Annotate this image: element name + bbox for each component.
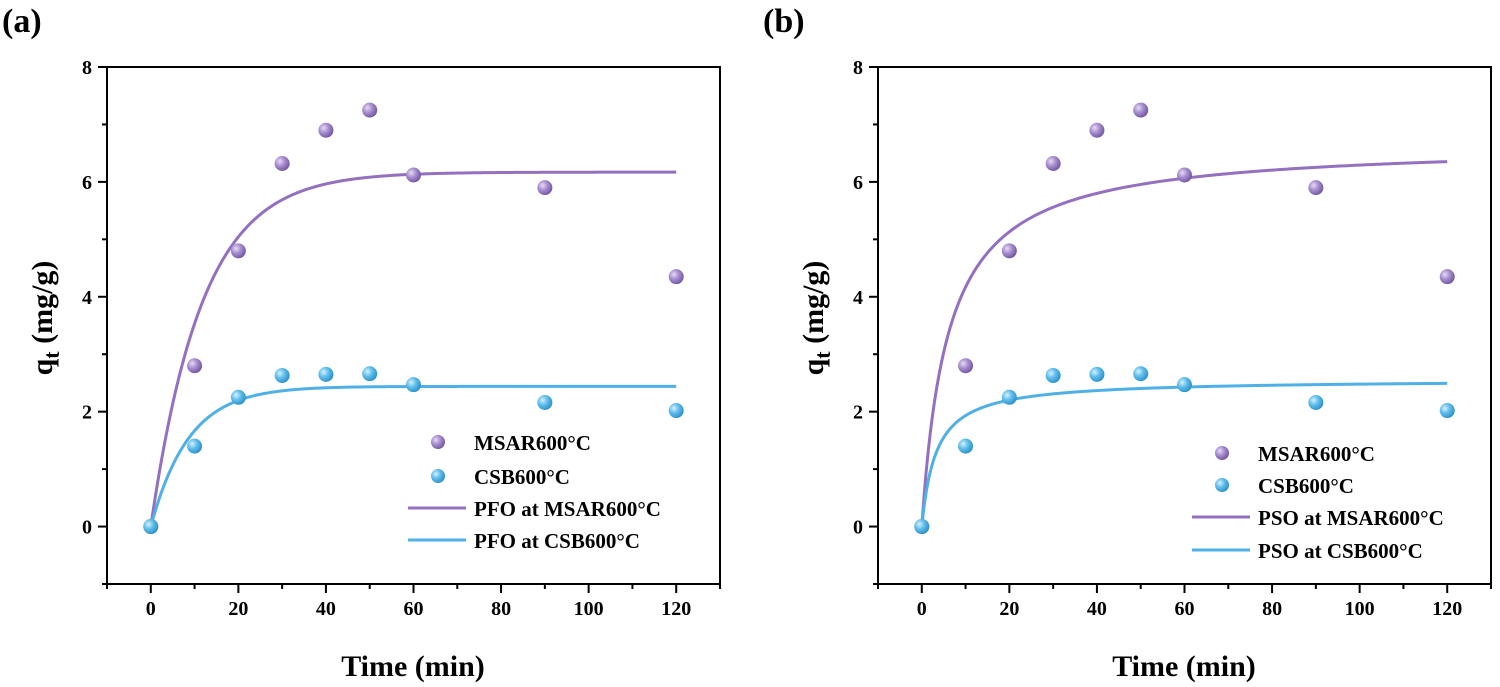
panel-b: (b) 0 20 40 60 80 100 120 0 2 4 6 8 MSAR600°C CSB6… <box>763 3 1492 683</box>
x-axis-title: Time (min) <box>1112 650 1256 683</box>
x-tick-label: 100 <box>574 598 604 620</box>
data-point <box>668 269 684 285</box>
data-point <box>1308 180 1324 196</box>
x-tick-label: 60 <box>1175 598 1195 620</box>
data-point <box>362 366 378 382</box>
legend-marker-csb <box>431 469 445 483</box>
data-point <box>1001 243 1017 259</box>
y-tick-label: 2 <box>82 402 92 424</box>
legend-label-fit-csb: PSO at CSB600°C <box>1258 539 1423 563</box>
y-tick-label: 8 <box>853 57 863 79</box>
data-points <box>914 102 1455 535</box>
y-tick-label: 0 <box>82 517 92 539</box>
x-tick-label: 40 <box>1087 598 1107 620</box>
data-point <box>1133 102 1149 118</box>
data-point <box>958 358 974 374</box>
fit-curve-line <box>920 160 1448 527</box>
legend-label-fit-msar: PSO at MSAR600°C <box>1258 506 1444 530</box>
data-point <box>318 122 334 138</box>
x-tick-label: 20 <box>999 598 1019 620</box>
x-tick-label: 60 <box>404 598 424 620</box>
x-tick-label: 0 <box>146 598 156 620</box>
data-point <box>1439 403 1455 419</box>
x-tick-label: 80 <box>491 598 511 620</box>
x-tick-label: 20 <box>228 598 248 620</box>
y-axis-title-sub: t <box>810 351 835 359</box>
x-tick-label: 40 <box>316 598 336 620</box>
data-point <box>1089 366 1105 382</box>
y-axis-title: qt (mg/g) <box>797 261 835 376</box>
y-tick-label: 6 <box>853 172 863 194</box>
data-point <box>1001 389 1017 405</box>
data-point <box>143 519 159 535</box>
legend-label-msar: MSAR600°C <box>474 431 591 455</box>
data-point <box>406 167 421 183</box>
panel-label: (b) <box>763 3 805 40</box>
legend-label-csb: CSB600°C <box>474 465 570 489</box>
legend: MSAR600°C CSB600°C PSO at MSAR600°C PSO … <box>1192 442 1444 563</box>
fit-curves <box>149 170 677 527</box>
x-tick-label: 80 <box>1262 598 1282 620</box>
data-point <box>1177 377 1192 393</box>
legend-label-fit-csb: PFO at CSB600°C <box>474 529 640 553</box>
data-point <box>187 438 203 454</box>
y-tick-label: 0 <box>853 517 863 539</box>
data-point <box>537 180 553 196</box>
x-axis-title: Time (min) <box>341 650 485 683</box>
y-tick-label: 8 <box>82 57 92 79</box>
y-axis-title-main: q <box>797 358 830 375</box>
x-tick-label: 120 <box>661 598 691 620</box>
x-tick-label: 100 <box>1345 598 1375 620</box>
data-point <box>1308 394 1324 410</box>
data-point <box>1045 156 1061 172</box>
data-point <box>537 394 553 410</box>
legend-marker-msar <box>1215 446 1229 460</box>
legend-label-csb: CSB600°C <box>1258 474 1354 498</box>
y-ticks: 0 2 4 6 8 <box>853 57 878 585</box>
fit-curve-line <box>149 170 677 527</box>
legend-label-msar: MSAR600°C <box>1258 442 1375 466</box>
data-point <box>274 156 290 172</box>
y-axis-title: qt (mg/g) <box>26 261 64 376</box>
data-point <box>406 377 421 393</box>
data-point <box>1045 367 1061 383</box>
legend-label-fit-msar: PFO at MSAR600°C <box>474 497 661 521</box>
data-point <box>668 403 684 419</box>
y-axis-title-sub: t <box>39 351 64 359</box>
fit-curves <box>920 160 1448 527</box>
y-ticks: 0 2 4 6 8 <box>82 57 107 585</box>
data-points <box>143 102 684 535</box>
data-point <box>187 358 203 374</box>
x-ticks: 0 20 40 60 80 100 120 <box>106 584 721 620</box>
data-point <box>1439 269 1455 285</box>
y-tick-label: 6 <box>82 172 92 194</box>
data-point <box>1133 366 1149 382</box>
data-point <box>230 243 246 259</box>
data-point <box>230 389 246 405</box>
data-point <box>1177 167 1192 183</box>
data-point <box>318 366 334 382</box>
data-point <box>274 367 290 383</box>
y-axis-title-unit: (mg/g) <box>26 261 59 352</box>
data-point <box>958 438 974 454</box>
panel-a: (a) 0 20 40 60 80 100 120 0 2 4 6 8 MSAR600°C CSB6… <box>2 3 721 683</box>
panel-label: (a) <box>2 3 42 40</box>
y-axis-title-main: q <box>26 358 59 375</box>
legend-marker-msar <box>431 435 445 449</box>
legend-marker-csb <box>1215 478 1229 492</box>
y-tick-label: 4 <box>853 287 863 309</box>
x-tick-label: 120 <box>1432 598 1462 620</box>
data-point <box>914 519 930 535</box>
data-point <box>362 102 378 118</box>
data-point <box>1089 122 1105 138</box>
y-tick-label: 4 <box>82 287 92 309</box>
legend: MSAR600°C CSB600°C PFO at MSAR600°C PFO … <box>408 431 661 553</box>
y-axis-title-unit: (mg/g) <box>797 261 830 352</box>
x-ticks: 0 20 40 60 80 100 120 <box>877 584 1492 620</box>
y-tick-label: 2 <box>853 402 863 424</box>
x-tick-label: 0 <box>917 598 927 620</box>
